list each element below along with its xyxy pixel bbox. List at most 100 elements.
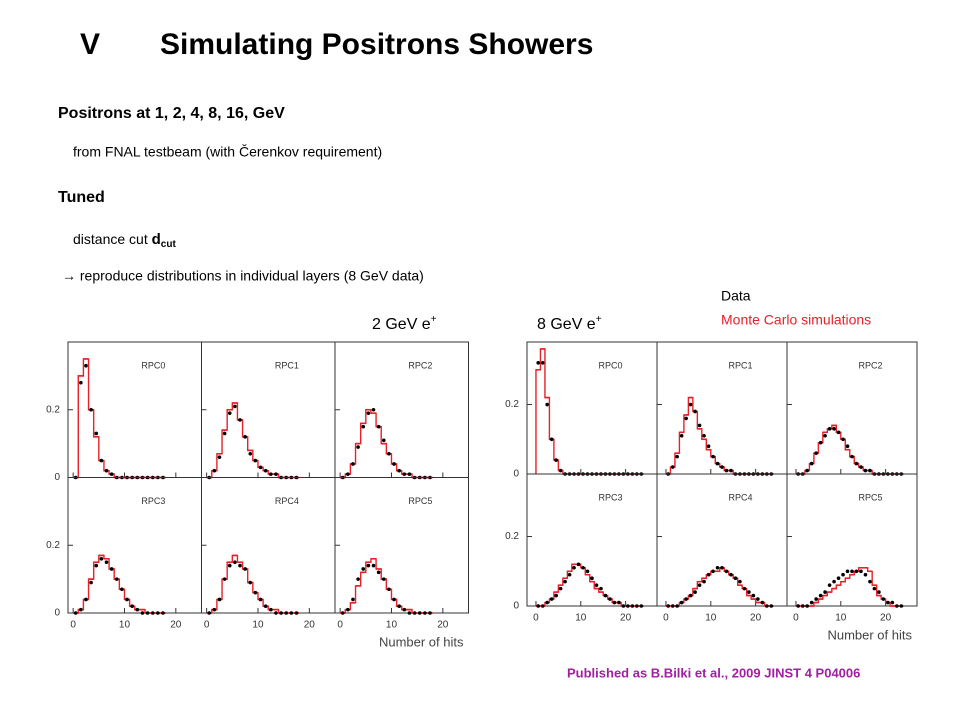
data-point: [212, 607, 217, 612]
data-point: [387, 451, 391, 456]
mc-step-outline: [73, 358, 166, 479]
x-tick-label: 20: [620, 613, 632, 624]
data-point: [868, 579, 872, 584]
data-point: [376, 424, 381, 429]
data-point: [99, 557, 104, 561]
data-point: [832, 579, 836, 584]
data-point: [621, 604, 626, 608]
data-point: [161, 611, 165, 615]
data-point: [99, 458, 104, 463]
data-point: [558, 586, 563, 591]
data-point: [886, 600, 890, 605]
y-tick-label: 0.2: [46, 540, 60, 551]
data-point: [428, 611, 432, 615]
data-point: [279, 611, 283, 615]
data-point: [94, 563, 99, 568]
data-point: [724, 569, 729, 574]
data-point: [397, 468, 401, 473]
data-point: [850, 454, 854, 459]
data-point: [818, 593, 823, 598]
data-point: [130, 604, 134, 609]
data-point: [711, 569, 715, 574]
data-point: [720, 465, 724, 469]
data-point: [289, 611, 294, 615]
data-point: [104, 560, 109, 564]
data-point: [340, 611, 345, 615]
data-point: [397, 604, 401, 609]
data-point: [599, 586, 603, 591]
data-point: [135, 607, 140, 612]
data-point: [243, 567, 247, 571]
data-point: [697, 423, 702, 428]
data-point: [238, 563, 242, 568]
data-point: [554, 458, 558, 462]
x-axis-label: Number of hits: [379, 634, 464, 649]
panel-label: RPC2: [408, 360, 432, 370]
mc-step-outline: [206, 402, 300, 479]
x-tick-label: 20: [170, 620, 182, 631]
data-point: [545, 600, 549, 605]
panel-label: RPC4: [729, 492, 753, 502]
data-point: [145, 611, 150, 615]
data-point: [361, 424, 366, 429]
data-point: [594, 583, 599, 587]
data-point: [765, 604, 769, 608]
panel-label: RPC1: [275, 360, 299, 370]
data-point: [796, 604, 801, 608]
data-point: [711, 454, 715, 459]
text: distance cut: [73, 231, 152, 247]
data-point: [114, 577, 119, 581]
data-point: [549, 597, 554, 601]
data-point: [84, 363, 88, 368]
data-point: [747, 590, 751, 594]
data-point: [156, 611, 160, 615]
data-point: [881, 597, 886, 601]
data-point: [863, 572, 868, 577]
data-point: [227, 411, 232, 415]
data-point: [738, 579, 742, 584]
data-point: [227, 563, 232, 568]
data-point: [859, 465, 863, 469]
data-point: [679, 600, 684, 605]
data-point: [612, 600, 617, 605]
data-point: [217, 597, 222, 602]
data-point: [233, 404, 237, 409]
data-point: [351, 462, 355, 466]
x-tick-label: 0: [533, 613, 539, 624]
x-tick-label: 10: [386, 620, 398, 631]
x-tick-label: 10: [575, 613, 587, 624]
data-point: [89, 580, 93, 585]
data-point: [253, 590, 258, 595]
panel-frame: [201, 341, 336, 478]
panel-label: RPC3: [141, 496, 165, 506]
data-point: [827, 583, 832, 587]
data-point: [626, 604, 630, 608]
data-point: [554, 593, 558, 598]
data-point: [670, 604, 675, 608]
data-point: [576, 562, 581, 567]
panel-label: RPC2: [859, 360, 883, 370]
data-point: [109, 567, 114, 571]
data-point: [729, 468, 733, 473]
data-point: [845, 444, 850, 449]
data-point: [207, 611, 212, 615]
data-point: [585, 569, 590, 574]
data-point: [872, 586, 877, 591]
sub-bullet: distance cut dcut: [73, 231, 176, 250]
panel-frame: [656, 341, 788, 475]
data-point: [823, 433, 827, 438]
x-tick-label: 20: [750, 613, 762, 624]
mc-step-outline: [206, 554, 300, 614]
data-point: [263, 604, 268, 609]
data-point: [688, 593, 693, 598]
chart-title: 8 GeV e+: [537, 314, 602, 334]
y-tick-label: 0: [513, 601, 519, 612]
data-point: [407, 611, 412, 615]
mc-step-outline: [535, 348, 644, 475]
data-point: [841, 572, 845, 577]
data-point: [104, 468, 109, 473]
panel-frame: [786, 341, 918, 475]
data-point: [756, 597, 760, 601]
data-point: [854, 461, 859, 466]
